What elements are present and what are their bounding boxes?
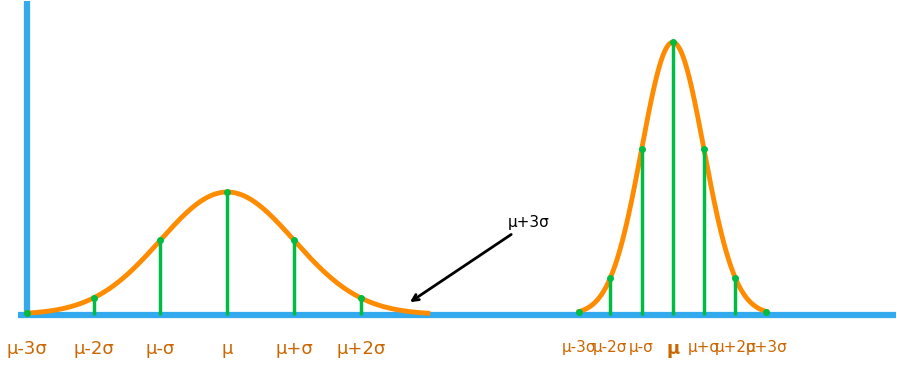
Text: μ: μ bbox=[222, 341, 233, 358]
Text: μ-2σ: μ-2σ bbox=[74, 341, 114, 358]
Text: μ-σ: μ-σ bbox=[629, 341, 654, 356]
Text: μ-σ: μ-σ bbox=[145, 341, 175, 358]
Text: μ+2σ: μ+2σ bbox=[336, 341, 386, 358]
Text: μ+3σ: μ+3σ bbox=[745, 341, 788, 356]
Text: μ-3σ: μ-3σ bbox=[562, 341, 597, 356]
Text: μ+σ: μ+σ bbox=[275, 341, 313, 358]
Text: μ: μ bbox=[666, 341, 679, 358]
Text: μ+2σ: μ+2σ bbox=[714, 341, 756, 356]
Text: μ+3σ: μ+3σ bbox=[413, 215, 550, 300]
Text: μ-2σ: μ-2σ bbox=[593, 341, 628, 356]
Text: μ+σ: μ+σ bbox=[688, 341, 720, 356]
Text: μ-3σ: μ-3σ bbox=[6, 341, 47, 358]
